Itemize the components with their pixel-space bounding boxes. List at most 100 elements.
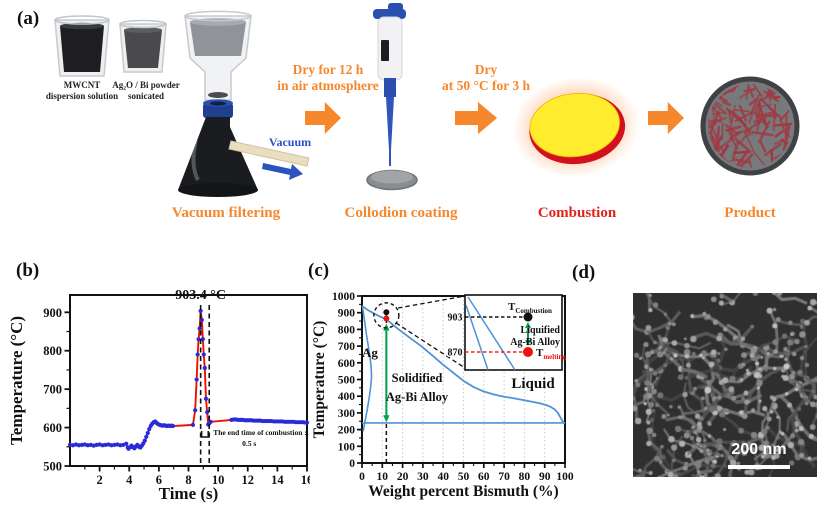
product-fiber — [756, 116, 762, 132]
step-collodion-coating-label: Collodion coating — [344, 205, 458, 221]
ag-region-label: Ag — [362, 345, 378, 360]
product-fiber — [759, 140, 767, 153]
product-fiber — [734, 109, 751, 113]
annotation-value: 0.5 s — [242, 439, 256, 448]
data-point — [145, 430, 150, 436]
y-tick-label: 500 — [338, 375, 356, 387]
sem-scale-bar — [728, 465, 790, 469]
zoom-circle — [373, 302, 400, 329]
y-tick-label: 500 — [43, 460, 62, 474]
panel-b-label: (b) — [16, 260, 40, 281]
process-arrow-1-icon — [305, 102, 341, 134]
x-tick-label: 80 — [519, 471, 531, 483]
product-fiber — [728, 159, 741, 163]
callout-line-top — [397, 295, 466, 309]
product-fiber — [751, 130, 774, 137]
product-fiber — [773, 138, 785, 146]
x-tick-label: 100 — [556, 471, 574, 483]
combustion-temperature-chart: 2 4 6 8 10 12 14 16 500 600 700 800 900 Time (s) Tempe… — [7, 288, 310, 503]
product-fiber — [764, 114, 780, 118]
liquid-region-label: Liquid — [511, 376, 555, 392]
product-fiber — [728, 130, 742, 141]
step-combustion-label: Combustion — [537, 205, 617, 221]
product-fiber — [724, 123, 739, 135]
product-fiber — [722, 100, 732, 107]
dry-50c-label: Dry at 50 °C for 3 h — [441, 62, 531, 93]
beaker-mwcnt-illustration — [54, 15, 110, 77]
product-fiber — [744, 131, 755, 154]
solidified-label-1: Solidified — [392, 371, 443, 385]
solidified-label-2: Ag-Bi Alloy — [386, 390, 449, 404]
y-tick-label: 300 — [338, 408, 356, 420]
product-fiber — [754, 105, 759, 123]
product-fiber — [783, 130, 791, 138]
step-vacuum-filtering-label: Vacuum filtering — [171, 205, 281, 221]
y-tick-label: 900 — [43, 306, 62, 320]
product-fiber — [757, 91, 779, 103]
product-fiber — [727, 110, 733, 124]
y-axis-title: Temperature (°C) — [7, 316, 26, 445]
inset-liquidus — [467, 296, 516, 371]
product-fiber — [772, 113, 776, 131]
ag-solvus-curve — [361, 305, 373, 432]
vacuum-arrow-icon — [262, 163, 303, 180]
y-tick-label: 0 — [349, 458, 355, 470]
data-point — [190, 422, 196, 427]
product-fiber — [774, 130, 784, 138]
x-tick-label: 6 — [156, 473, 162, 487]
inset-combustion-point — [523, 312, 533, 322]
plot-frame — [69, 294, 308, 467]
data-point — [203, 396, 209, 401]
combustion-point — [383, 309, 390, 316]
inset-liquified-label-1: Liquified — [521, 325, 561, 336]
liquidus-curve — [361, 305, 566, 424]
data-point — [196, 337, 201, 342]
combustion-line — [172, 310, 232, 427]
data-point — [124, 441, 129, 446]
inset-870-label: 870 — [448, 348, 463, 359]
y-tick-label: 700 — [43, 383, 62, 397]
product-fiber — [761, 84, 777, 101]
vacuum-filtration-illustration — [178, 10, 310, 197]
callout-line-bottom — [395, 322, 466, 369]
y-tick-label: 600 — [338, 358, 356, 370]
data-point — [202, 365, 207, 371]
x-tick-label: 10 — [377, 471, 389, 483]
panel-a-label: (a) — [17, 8, 40, 29]
ag-bi-phase-diagram-chart: 0 10 20 30 40 50 60 70 80 90 100010020030040050060… — [311, 291, 574, 500]
data-point — [205, 410, 210, 415]
process-arrow-3-icon — [648, 102, 684, 134]
data-point — [208, 419, 213, 424]
sem-image: 200 nm — [633, 293, 817, 477]
product-fiber — [730, 110, 743, 122]
data-point — [193, 408, 198, 413]
y-tick-label: 1000 — [332, 291, 355, 303]
data-point — [304, 420, 310, 425]
product-fiber — [758, 111, 775, 117]
x-tick-label: 4 — [126, 473, 133, 487]
y-tick-label: 100 — [338, 441, 356, 453]
panel-a-illustration — [54, 3, 800, 197]
y-tick-label: 200 — [338, 425, 356, 437]
product-fiber — [774, 122, 792, 127]
panel-c-label: (c) — [308, 260, 330, 281]
melting-point — [383, 315, 390, 322]
product-membrane-illustration — [700, 76, 800, 176]
x-tick-label: 2 — [97, 473, 103, 487]
data-point — [198, 308, 203, 314]
product-fiber — [731, 141, 740, 160]
y-tick-label: 900 — [338, 308, 356, 320]
product-fiber — [778, 114, 785, 131]
x-tick-label: 16 — [301, 473, 310, 487]
product-fiber — [708, 131, 724, 151]
x-tick-label: 0 — [359, 471, 365, 483]
x-tick-label: 10 — [212, 473, 225, 487]
data-point — [197, 326, 202, 331]
product-fiber — [760, 113, 769, 129]
dry-12h-label: Dry for 12 h in air atmosphere — [277, 62, 379, 93]
product-fiber — [710, 116, 728, 124]
inset-frame — [464, 294, 563, 371]
product-fiber — [747, 85, 755, 99]
x-axis-title: Time (s) — [159, 484, 219, 503]
data-point — [194, 377, 199, 382]
